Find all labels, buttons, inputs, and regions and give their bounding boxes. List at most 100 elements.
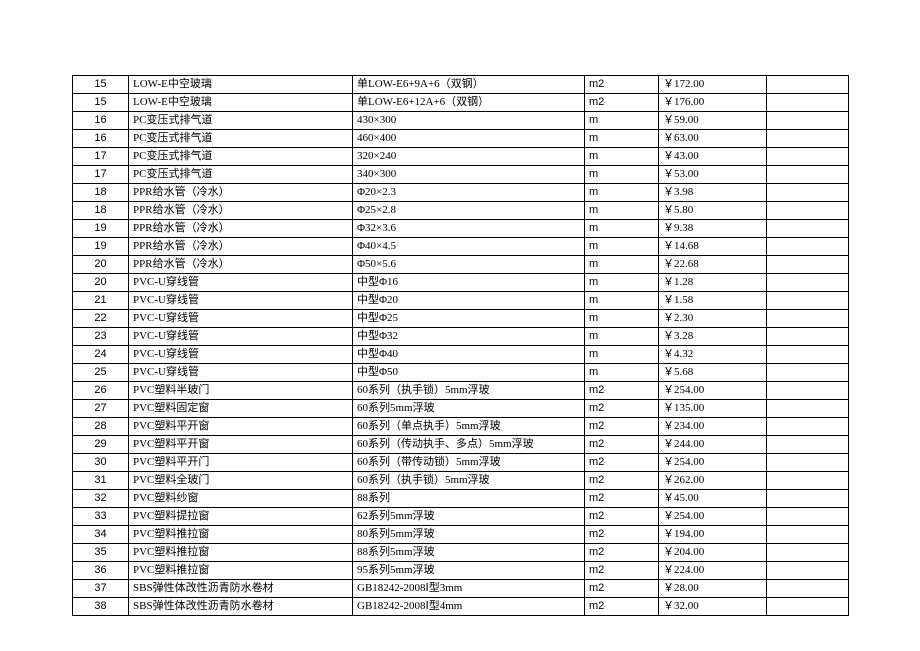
table-row: 16PC变压式排气道460×400m￥63.00: [73, 130, 849, 148]
table-row: 19PPR给水管（冷水）Φ32×3.6m￥9.38: [73, 220, 849, 238]
cell-idx: 38: [73, 598, 129, 616]
cell-unit: m: [585, 364, 659, 382]
materials-price-table: 15LOW-E中空玻璃单LOW-E6+9A+6（双钢）m2￥172.0015LO…: [72, 75, 849, 616]
cell-name: PVC塑料平开门: [129, 454, 353, 472]
cell-price: ￥45.00: [659, 490, 767, 508]
cell-unit: m2: [585, 76, 659, 94]
cell-name: SBS弹性体改性沥青防水卷材: [129, 580, 353, 598]
cell-unit: m2: [585, 544, 659, 562]
cell-name: PVC塑料推拉窗: [129, 526, 353, 544]
cell-unit: m2: [585, 562, 659, 580]
cell-name: PVC塑料纱窗: [129, 490, 353, 508]
cell-spec: 中型Φ32: [353, 328, 585, 346]
cell-idx: 36: [73, 562, 129, 580]
cell-name: PC变压式排气道: [129, 112, 353, 130]
cell-price: ￥176.00: [659, 94, 767, 112]
cell-unit: m: [585, 130, 659, 148]
cell-unit: m: [585, 220, 659, 238]
cell-empty: [767, 94, 849, 112]
cell-idx: 19: [73, 238, 129, 256]
cell-idx: 27: [73, 400, 129, 418]
cell-name: PVC塑料推拉窗: [129, 544, 353, 562]
cell-name: PVC-U穿线管: [129, 310, 353, 328]
cell-idx: 20: [73, 274, 129, 292]
table-row: 32PVC塑料纱窗88系列m2￥45.00: [73, 490, 849, 508]
cell-price: ￥4.32: [659, 346, 767, 364]
cell-unit: m2: [585, 94, 659, 112]
cell-empty: [767, 238, 849, 256]
cell-name: PVC-U穿线管: [129, 274, 353, 292]
cell-unit: m: [585, 328, 659, 346]
cell-unit: m2: [585, 490, 659, 508]
cell-empty: [767, 130, 849, 148]
cell-price: ￥63.00: [659, 130, 767, 148]
cell-name: PC变压式排气道: [129, 166, 353, 184]
cell-empty: [767, 580, 849, 598]
cell-unit: m2: [585, 436, 659, 454]
cell-price: ￥194.00: [659, 526, 767, 544]
cell-spec: 60系列（执手锁）5mm浮玻: [353, 382, 585, 400]
cell-empty: [767, 526, 849, 544]
cell-spec: 中型Φ16: [353, 274, 585, 292]
cell-empty: [767, 418, 849, 436]
cell-empty: [767, 346, 849, 364]
cell-name: SBS弹性体改性沥青防水卷材: [129, 598, 353, 616]
cell-name: PVC-U穿线管: [129, 292, 353, 310]
cell-empty: [767, 328, 849, 346]
cell-empty: [767, 436, 849, 454]
table-row: 35PVC塑料推拉窗88系列5mm浮玻m2￥204.00: [73, 544, 849, 562]
cell-empty: [767, 382, 849, 400]
cell-spec: 62系列5mm浮玻: [353, 508, 585, 526]
cell-idx: 17: [73, 148, 129, 166]
cell-price: ￥3.98: [659, 184, 767, 202]
cell-spec: 中型Φ40: [353, 346, 585, 364]
table-row: 33PVC塑料提拉窗62系列5mm浮玻m2￥254.00: [73, 508, 849, 526]
cell-idx: 31: [73, 472, 129, 490]
cell-idx: 18: [73, 184, 129, 202]
cell-price: ￥2.30: [659, 310, 767, 328]
cell-price: ￥262.00: [659, 472, 767, 490]
cell-price: ￥254.00: [659, 508, 767, 526]
table-row: 17PC变压式排气道340×300m￥53.00: [73, 166, 849, 184]
cell-spec: 430×300: [353, 112, 585, 130]
cell-empty: [767, 310, 849, 328]
cell-unit: m: [585, 310, 659, 328]
cell-price: ￥135.00: [659, 400, 767, 418]
cell-name: PPR给水管（冷水）: [129, 238, 353, 256]
table-row: 22PVC-U穿线管中型Φ25m￥2.30: [73, 310, 849, 328]
cell-price: ￥43.00: [659, 148, 767, 166]
cell-name: PVC塑料固定窗: [129, 400, 353, 418]
cell-unit: m2: [585, 508, 659, 526]
cell-price: ￥244.00: [659, 436, 767, 454]
cell-name: PVC塑料半玻门: [129, 382, 353, 400]
cell-name: PVC塑料平开窗: [129, 436, 353, 454]
cell-idx: 20: [73, 256, 129, 274]
cell-spec: 60系列5mm浮玻: [353, 400, 585, 418]
cell-idx: 16: [73, 130, 129, 148]
cell-unit: m: [585, 202, 659, 220]
table-row: 23PVC-U穿线管中型Φ32m￥3.28: [73, 328, 849, 346]
cell-empty: [767, 472, 849, 490]
cell-price: ￥14.68: [659, 238, 767, 256]
cell-unit: m2: [585, 598, 659, 616]
cell-unit: m: [585, 184, 659, 202]
cell-spec: 中型Φ25: [353, 310, 585, 328]
table-row: 18PPR给水管（冷水）Φ20×2.3m￥3.98: [73, 184, 849, 202]
cell-name: LOW-E中空玻璃: [129, 76, 353, 94]
cell-name: LOW-E中空玻璃: [129, 94, 353, 112]
cell-spec: 95系列5mm浮玻: [353, 562, 585, 580]
table-row: 21PVC-U穿线管中型Φ20m￥1.58: [73, 292, 849, 310]
cell-unit: m: [585, 238, 659, 256]
cell-name: PVC塑料全玻门: [129, 472, 353, 490]
cell-name: PPR给水管（冷水）: [129, 256, 353, 274]
table-row: 37SBS弹性体改性沥青防水卷材GB18242-2008Ⅰ型3mmm2￥28.0…: [73, 580, 849, 598]
cell-price: ￥1.28: [659, 274, 767, 292]
cell-price: ￥59.00: [659, 112, 767, 130]
cell-spec: 60系列（单点执手）5mm浮玻: [353, 418, 585, 436]
cell-spec: 单LOW-E6+9A+6（双钢）: [353, 76, 585, 94]
cell-price: ￥234.00: [659, 418, 767, 436]
table-row: 30PVC塑料平开门60系列（带传动锁）5mm浮玻m2￥254.00: [73, 454, 849, 472]
cell-spec: 88系列: [353, 490, 585, 508]
cell-price: ￥5.68: [659, 364, 767, 382]
cell-spec: Φ20×2.3: [353, 184, 585, 202]
